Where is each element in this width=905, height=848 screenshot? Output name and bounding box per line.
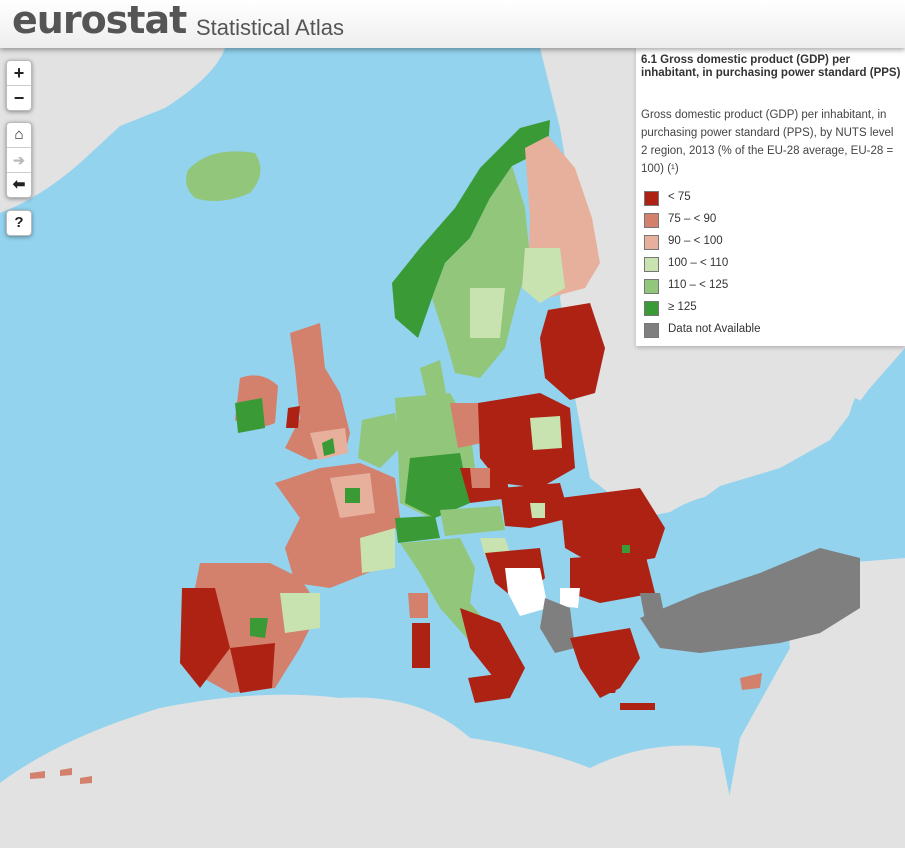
bulgaria-region[interactable] bbox=[570, 553, 655, 603]
legend-title: 6.1 Gross domestic product (GDP) per inh… bbox=[641, 54, 901, 79]
caspian-sea bbox=[846, 398, 874, 476]
zoom-in-button[interactable]: + bbox=[13, 63, 25, 83]
home-icon[interactable]: ⌂ bbox=[14, 126, 24, 143]
france-southeast-region[interactable] bbox=[360, 528, 395, 573]
greece-region[interactable] bbox=[570, 628, 640, 698]
germany-east-region[interactable] bbox=[450, 403, 482, 448]
middle-east-land bbox=[720, 558, 905, 848]
legend-label: 90 – < 100 bbox=[668, 235, 723, 247]
germany-south-region[interactable] bbox=[405, 453, 470, 518]
legend-label: 110 – < 125 bbox=[668, 279, 729, 291]
north-africa-land bbox=[0, 694, 740, 848]
greenland-land bbox=[0, 48, 225, 213]
back-arrow-icon[interactable]: ⬅ bbox=[7, 172, 31, 197]
london-region[interactable] bbox=[322, 438, 335, 456]
kosovo-region[interactable] bbox=[560, 588, 580, 608]
legend-swatch bbox=[644, 279, 659, 294]
legend-swatch bbox=[644, 323, 659, 338]
bosnia-region[interactable] bbox=[505, 568, 548, 616]
ireland-south-region[interactable] bbox=[235, 398, 265, 433]
legend-swatch bbox=[644, 235, 659, 250]
legend-swatch bbox=[644, 301, 659, 316]
switzerland-region[interactable] bbox=[395, 516, 440, 543]
help-control: ? bbox=[6, 210, 32, 236]
finland-south-region[interactable] bbox=[522, 248, 565, 303]
romania-region[interactable] bbox=[560, 488, 665, 568]
sweden-region[interactable] bbox=[432, 166, 530, 378]
warsaw-region[interactable] bbox=[530, 416, 562, 450]
budapest-region[interactable] bbox=[530, 503, 545, 518]
nav-control: ⌂ ➔ ⬅ bbox=[6, 122, 32, 198]
benelux-region[interactable] bbox=[358, 413, 400, 468]
austria-region[interactable] bbox=[440, 506, 505, 536]
spain-northeast-region[interactable] bbox=[280, 593, 320, 633]
madrid-region[interactable] bbox=[250, 618, 268, 638]
forward-arrow-icon[interactable]: ➔ bbox=[7, 147, 31, 172]
crete-region[interactable] bbox=[620, 703, 655, 710]
sicily-region[interactable] bbox=[468, 673, 510, 703]
legend-swatch bbox=[644, 213, 659, 228]
portugal-region[interactable] bbox=[180, 588, 230, 688]
legend-panel: 6.1 Gross domestic product (GDP) per inh… bbox=[636, 48, 905, 346]
legend-label: Data not Available bbox=[668, 323, 761, 335]
sardinia-region[interactable] bbox=[412, 623, 430, 668]
norway-region[interactable] bbox=[392, 120, 550, 338]
zoom-out-button[interactable]: − bbox=[7, 85, 31, 110]
paris-region[interactable] bbox=[345, 488, 360, 503]
legend-label: < 75 bbox=[668, 191, 691, 203]
help-button[interactable]: ? bbox=[14, 214, 24, 231]
albania-region[interactable] bbox=[540, 598, 575, 653]
legend-swatch bbox=[644, 257, 659, 272]
andalusia-region[interactable] bbox=[230, 643, 275, 693]
legend-label: ≥ 125 bbox=[668, 301, 697, 313]
legend-swatch bbox=[644, 191, 659, 206]
cyprus-region[interactable] bbox=[740, 673, 762, 690]
legend-description: Gross domestic product (GDP) per inhabit… bbox=[641, 109, 894, 175]
app-title: Statistical Atlas bbox=[196, 15, 344, 40]
canary-islands-region[interactable] bbox=[30, 768, 92, 784]
header-bar: eurostat Statistical Atlas bbox=[0, 0, 905, 48]
italy-south-region[interactable] bbox=[460, 608, 525, 698]
zoom-control: + − bbox=[6, 60, 32, 111]
greece-south-region[interactable] bbox=[595, 676, 620, 693]
wales-region[interactable] bbox=[286, 406, 300, 428]
denmark-region[interactable] bbox=[420, 360, 446, 403]
prague-region[interactable] bbox=[470, 468, 490, 488]
legend-label: 100 – < 110 bbox=[668, 257, 729, 269]
uk-region[interactable] bbox=[285, 323, 350, 460]
legend-label: 75 – < 90 bbox=[668, 213, 717, 225]
corsica-region[interactable] bbox=[408, 593, 428, 618]
sweden-south-region[interactable] bbox=[470, 288, 505, 338]
iceland-region[interactable] bbox=[186, 151, 261, 202]
eurostat-logo[interactable]: eurostat bbox=[12, 0, 187, 42]
black-sea bbox=[662, 492, 830, 570]
baltics-region[interactable] bbox=[540, 303, 605, 400]
bucharest-region[interactable] bbox=[622, 545, 630, 553]
turkey-region[interactable] bbox=[640, 548, 860, 653]
